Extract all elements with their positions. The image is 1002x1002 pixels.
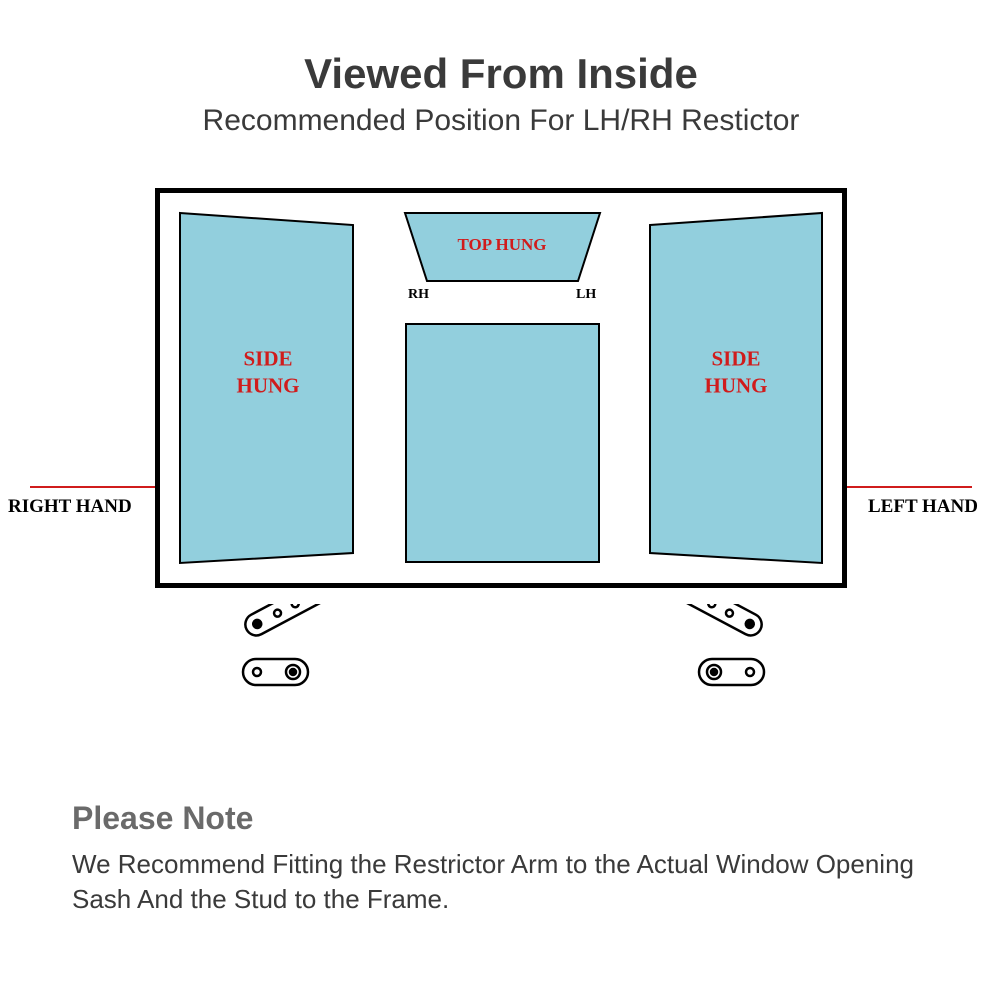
window-frame: SIDE HUNG SIDE HUNG TOP HUNG RH LH — [155, 188, 847, 588]
lh-small-label: LH — [576, 287, 596, 303]
note-body: We Recommend Fitting the Restrictor Arm … — [72, 847, 932, 917]
top-hung-label: TOP HUNG — [458, 234, 547, 256]
right-side-hung-label: SIDE HUNG — [705, 346, 768, 401]
main-title: Viewed From Inside — [0, 50, 1002, 98]
subtitle: Recommended Position For LH/RH Restictor — [0, 104, 1002, 138]
please-note-block: Please Note We Recommend Fitting the Res… — [72, 800, 932, 917]
center-fixed-pane — [405, 323, 600, 563]
restrictor-left-icon — [235, 604, 395, 699]
note-title: Please Note — [72, 800, 932, 837]
restrictor-right-icon — [612, 604, 772, 699]
title-block: Viewed From Inside Recommended Position … — [0, 0, 1002, 138]
left-hand-label: LEFT HAND — [868, 496, 978, 518]
right-hand-label: RIGHT HAND — [8, 496, 132, 518]
rh-small-label: RH — [408, 287, 429, 303]
left-side-hung-label: SIDE HUNG — [237, 346, 300, 401]
window-diagram: SIDE HUNG SIDE HUNG TOP HUNG RH LH RIGHT… — [0, 188, 1002, 708]
